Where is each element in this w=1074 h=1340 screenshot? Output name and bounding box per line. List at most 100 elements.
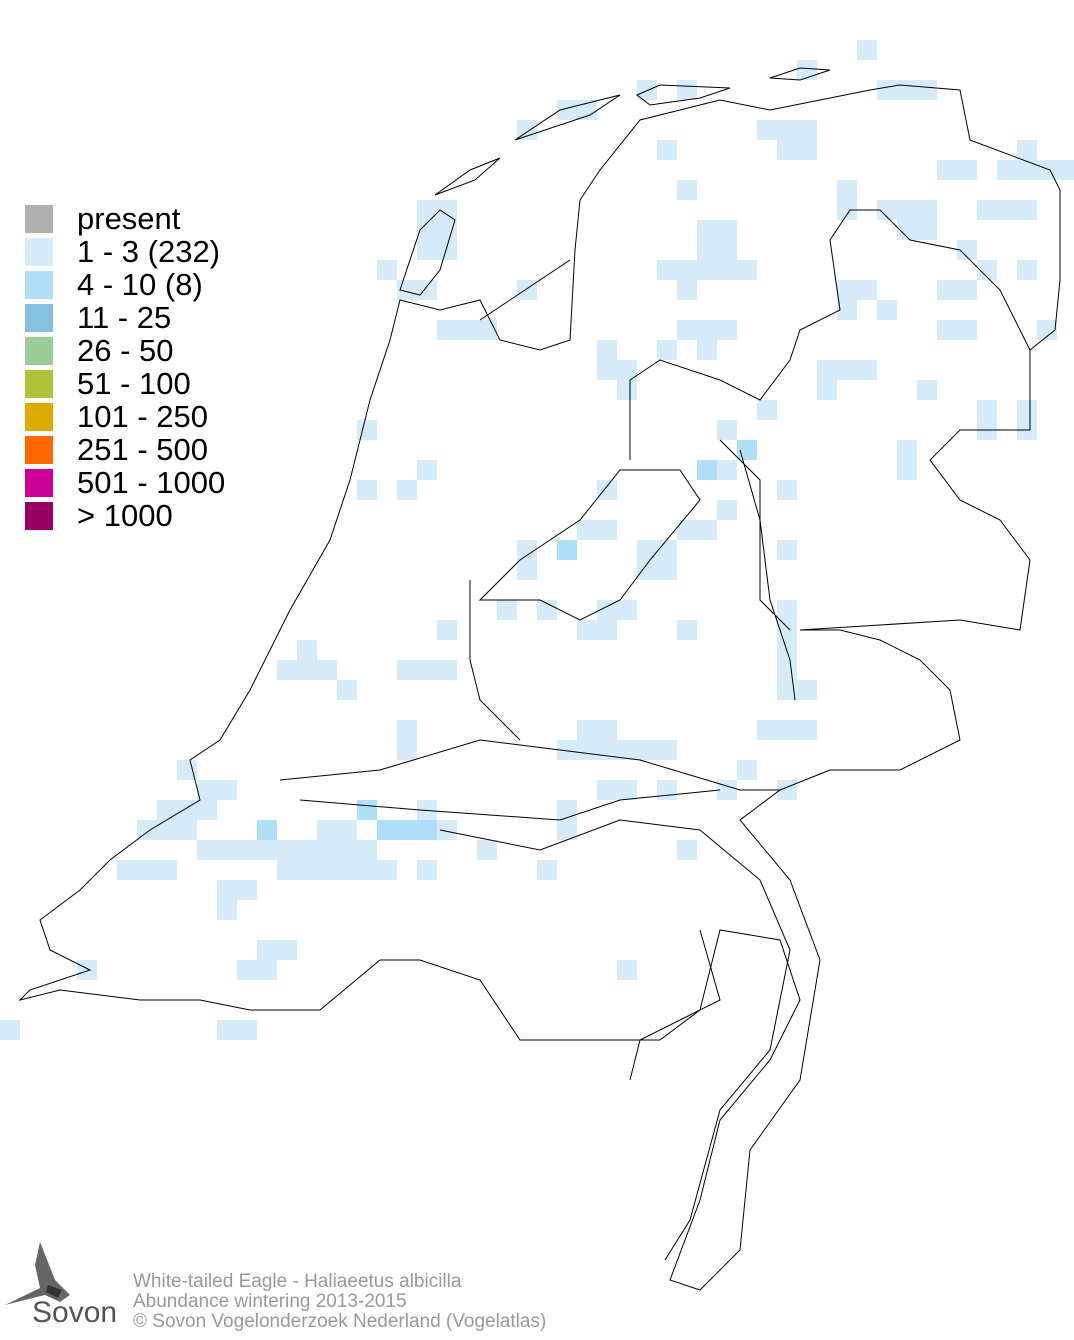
province-border — [629, 929, 721, 1081]
island-texel — [399, 209, 456, 296]
grid-cell-1-3 — [397, 480, 417, 500]
grid-cell-1-3 — [477, 840, 497, 860]
grid-cell-1-3 — [677, 320, 697, 340]
legend-swatch — [25, 238, 53, 266]
grid-cell-1-3 — [597, 360, 617, 380]
legend-label: 251 - 500 — [77, 432, 208, 467]
grid-cell-1-3 — [297, 860, 317, 880]
grid-cell-1-3 — [357, 420, 377, 440]
grid-cell-1-3 — [777, 540, 797, 560]
map-caption: White-tailed Eagle - Haliaeetus albicill… — [133, 1272, 546, 1332]
copyright: © Sovon Vogelonderzoek Nederland (Vogela… — [133, 1311, 547, 1332]
legend-label: 11 - 25 — [77, 300, 172, 335]
grid-cell-1-3 — [697, 320, 717, 340]
grid-cell-1-3 — [557, 820, 577, 840]
grid-cell-1-3 — [637, 560, 657, 580]
grid-cell-1-3 — [337, 860, 357, 880]
grid-cell-1-3 — [937, 160, 957, 180]
grid-cell-1-3 — [317, 820, 337, 840]
grid-cell-1-3 — [377, 260, 397, 280]
grid-cell-1-3 — [877, 200, 897, 220]
grid-cell-1-3 — [677, 80, 697, 100]
river-ijssel — [739, 449, 796, 701]
grid-cell-1-3 — [197, 840, 217, 860]
grid-cell-1-3 — [737, 260, 757, 280]
grid-cell-1-3 — [577, 620, 597, 640]
grid-cell-1-3 — [657, 340, 677, 360]
grid-cell-1-3 — [557, 800, 577, 820]
grid-cell-1-3 — [757, 120, 777, 140]
grid-cell-1-3 — [357, 860, 377, 880]
grid-cell-1-3 — [497, 600, 517, 620]
grid-cell-1-3 — [677, 620, 697, 640]
legend-label: 26 - 50 — [77, 333, 174, 368]
grid-cell-1-3 — [77, 960, 97, 980]
legend-label: 51 - 100 — [77, 366, 191, 401]
grid-cell-4-10 — [357, 800, 377, 820]
grid-cell-1-3 — [657, 560, 677, 580]
grid-cell-1-3 — [217, 900, 237, 920]
grid-cell-1-3 — [837, 180, 857, 200]
grid-cell-1-3 — [417, 460, 437, 480]
grid-cell-1-3 — [417, 280, 437, 300]
grid-cell-1-3 — [397, 740, 417, 760]
grid-cell-1-3 — [337, 840, 357, 860]
grid-cell-1-3 — [777, 140, 797, 160]
grid-cell-1-3 — [837, 360, 857, 380]
grid-cell-1-3 — [437, 620, 457, 640]
grid-cell-1-3 — [977, 200, 997, 220]
legend-swatch — [25, 436, 53, 464]
grid-cell-1-3 — [677, 520, 697, 540]
grid-cell-1-3 — [657, 260, 677, 280]
grid-cell-1-3 — [697, 340, 717, 360]
grid-cell-1-3 — [617, 960, 637, 980]
sovon-logo-text: Sovon — [32, 1296, 118, 1329]
grid-cell-1-3 — [817, 380, 837, 400]
grid-cell-4-10 — [397, 820, 417, 840]
grid-cell-1-3 — [597, 480, 617, 500]
grid-cell-1-3 — [717, 420, 737, 440]
grid-cell-1-3 — [777, 600, 797, 620]
flevoland-outline — [478, 469, 701, 621]
grid-cell-1-3 — [217, 780, 237, 800]
grid-cell-1-3 — [797, 680, 817, 700]
grid-cell-1-3 — [777, 480, 797, 500]
grid-cell-1-3 — [777, 680, 797, 700]
grid-cell-1-3 — [277, 840, 297, 860]
grid-cell-1-3 — [557, 740, 577, 760]
grid-cell-1-3 — [217, 880, 237, 900]
grid-cell-1-3 — [837, 300, 857, 320]
province-border — [719, 439, 791, 631]
grid-cell-1-3 — [617, 380, 637, 400]
grid-cell-1-3 — [277, 860, 297, 880]
grid-cell-1-3 — [157, 820, 177, 840]
grid-cell-1-3 — [337, 820, 357, 840]
legend-swatch — [25, 337, 53, 365]
grid-cell-1-3 — [617, 740, 637, 760]
grid-cell-1-3 — [797, 140, 817, 160]
grid-cell-1-3 — [637, 740, 657, 760]
grid-cell-1-3 — [957, 280, 977, 300]
grid-cell-1-3 — [597, 620, 617, 640]
species-title: White-tailed Eagle - Haliaeetus albicill… — [133, 1271, 462, 1292]
grid-cell-1-3 — [917, 200, 937, 220]
grid-cell-1-3 — [937, 320, 957, 340]
grid-cell-1-3 — [257, 840, 277, 860]
grid-cell-1-3 — [437, 320, 457, 340]
grid-cell-1-3 — [117, 860, 137, 880]
ijsselmeer-dike — [479, 259, 571, 321]
grid-cell-1-3 — [177, 760, 197, 780]
grid-cell-1-3 — [797, 720, 817, 740]
grid-cell-1-3 — [597, 600, 617, 620]
grid-cell-1-3 — [417, 200, 437, 220]
island-schiermonnikoog — [769, 67, 831, 81]
legend-swatch — [25, 403, 53, 431]
grid-cell-1-3 — [317, 840, 337, 860]
grid-cell-1-3 — [237, 1020, 257, 1040]
grid-cell-1-3 — [677, 280, 697, 300]
grid-cell-1-3 — [237, 840, 257, 860]
legend-swatch — [25, 304, 53, 332]
grid-cell-1-3 — [397, 660, 417, 680]
country-outline — [18, 84, 1061, 1291]
